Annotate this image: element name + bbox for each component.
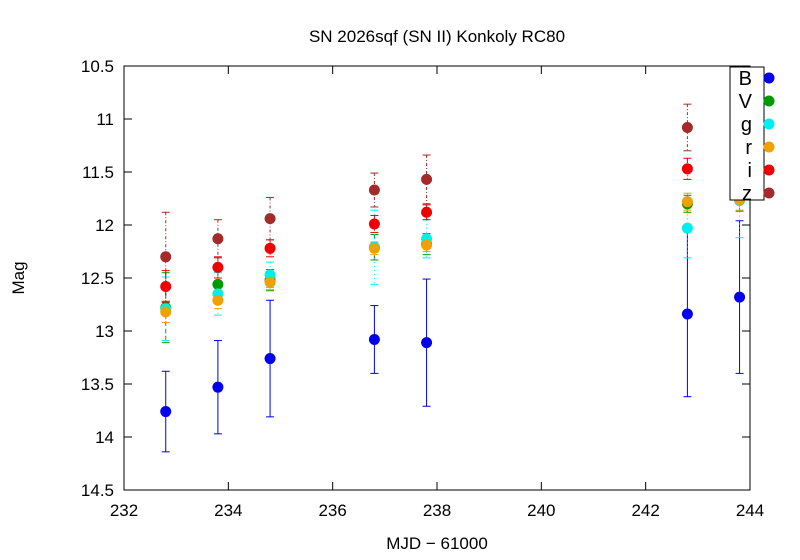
x-tick-label: 236 [318,501,346,520]
data-point-r [264,276,276,288]
data-point-g [681,222,693,234]
data-point-B [212,381,224,393]
data-point-z [368,184,380,196]
x-tick-label: 244 [736,501,764,520]
y-tick-label: 13 [95,322,114,341]
data-point-r [368,242,380,254]
x-axis-label: MJD − 61000 [386,534,488,553]
data-point-V [212,278,224,290]
data-point-i [212,261,224,273]
y-tick-label: 12 [95,216,114,235]
data-point-B [264,353,276,365]
legend-label-B: B [739,68,752,90]
legend-label-z: z [742,183,752,205]
legend-marker-g [763,118,775,130]
legend-marker-r [763,141,775,153]
data-point-B [681,308,693,320]
plot-area-frame [123,65,751,491]
x-tick-label: 232 [110,501,138,520]
data-point-z [681,121,693,133]
data-point-i [421,206,433,218]
legend-box [729,66,765,201]
data-point-z [160,251,172,263]
y-tick-label: 10.5 [81,57,114,76]
legend-label-V: V [739,91,753,113]
legend-marker-i [763,164,775,176]
y-tick-label: 14.5 [81,481,114,500]
y-tick-label: 13.5 [81,375,114,394]
y-tick-label: 12.5 [81,269,114,288]
legend-label-r: r [745,137,752,159]
data-point-i [681,163,693,175]
data-point-B [734,291,746,303]
legend-marker-z [763,187,775,199]
y-tick-label: 11 [96,110,114,129]
x-tick-label: 238 [423,501,451,520]
y-axis-label: Mag [9,261,28,294]
legend-label-i: i [748,160,752,182]
data-point-B [368,333,380,345]
legend-label-g: g [741,114,752,136]
data-point-r [421,239,433,251]
x-tick-label: 240 [527,501,555,520]
legend-marker-B [763,72,775,84]
data-point-i [368,218,380,230]
data-point-B [421,337,433,349]
data-point-z [421,173,433,185]
data-point-i [264,242,276,254]
y-tick-label: 14 [95,428,114,447]
data-point-z [264,213,276,225]
x-tick-label: 242 [631,501,659,520]
data-point-r [212,294,224,306]
data-point-B [160,406,172,418]
data-point-r [681,196,693,208]
chart-title: SN 2026sqf (SN II) Konkoly RC80 [309,27,565,46]
x-tick-label: 234 [214,501,242,520]
legend-marker-V [763,95,775,107]
data-point-i [160,280,172,292]
y-tick-label: 11.5 [82,163,114,182]
data-point-r [160,306,172,318]
data-point-z [212,233,224,245]
